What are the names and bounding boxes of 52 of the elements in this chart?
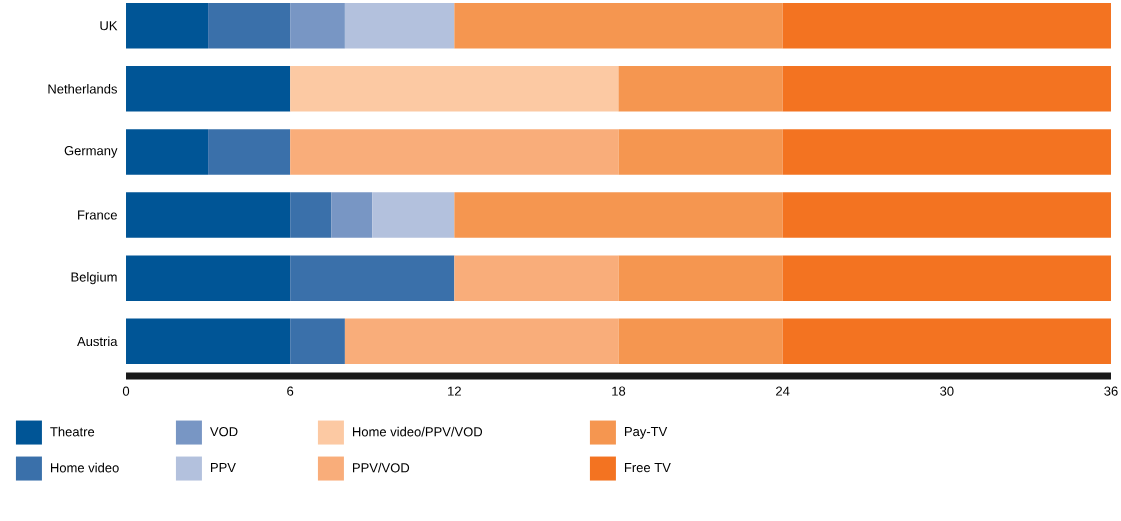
x-tick-label: 12 <box>448 386 461 396</box>
x-tick-label: 30 <box>940 386 954 396</box>
bar <box>782 66 1111 112</box>
bar <box>618 318 783 364</box>
y-tick-label: France <box>78 210 117 220</box>
bar <box>331 192 373 238</box>
x-tick-label: 36 <box>1104 386 1118 396</box>
bar <box>290 192 332 238</box>
legend-label: Home video/PPV/VOD <box>352 426 483 437</box>
x-tick-label: 0 <box>122 386 130 396</box>
bar <box>454 192 783 238</box>
legend-label: Home video <box>51 462 119 473</box>
bar <box>208 3 291 49</box>
x-tick-label: 18 <box>612 386 626 396</box>
legend-label: VOD <box>209 427 238 437</box>
bar <box>782 3 1111 49</box>
legend-label: PPV <box>210 463 236 473</box>
bar <box>126 192 291 238</box>
x-tick-label: 6 <box>287 386 294 396</box>
bar <box>372 192 455 238</box>
legend-label: Pay-TV <box>624 427 668 439</box>
y-tick-label: Austria <box>77 336 118 347</box>
bar <box>782 255 1111 301</box>
bar <box>290 3 345 49</box>
bar <box>782 318 1111 364</box>
bar <box>618 129 783 175</box>
bar <box>344 3 455 49</box>
bar <box>290 129 619 175</box>
bar <box>344 318 619 364</box>
bar <box>782 129 1111 175</box>
bar <box>454 255 619 301</box>
bar <box>290 255 455 301</box>
bar <box>290 318 345 364</box>
legend-label: Theatre <box>50 426 95 437</box>
y-tick-label: Netherlands <box>48 84 117 94</box>
bar <box>618 255 783 301</box>
bar <box>618 66 783 112</box>
y-tick-label: UK <box>100 21 118 31</box>
legend-label: Free TV <box>624 463 671 473</box>
y-tick-label: Germany <box>64 146 118 158</box>
bar <box>126 66 291 112</box>
bar <box>454 3 783 49</box>
bar <box>126 129 209 175</box>
bar <box>126 3 209 49</box>
bar <box>290 66 619 112</box>
x-tick-label: 24 <box>776 386 790 396</box>
bar <box>782 192 1111 238</box>
bar <box>126 255 291 301</box>
bar <box>208 129 291 175</box>
bar <box>126 318 291 364</box>
legend-label: PPV/VOD <box>352 462 410 473</box>
y-tick-label: Belgium <box>71 272 117 285</box>
